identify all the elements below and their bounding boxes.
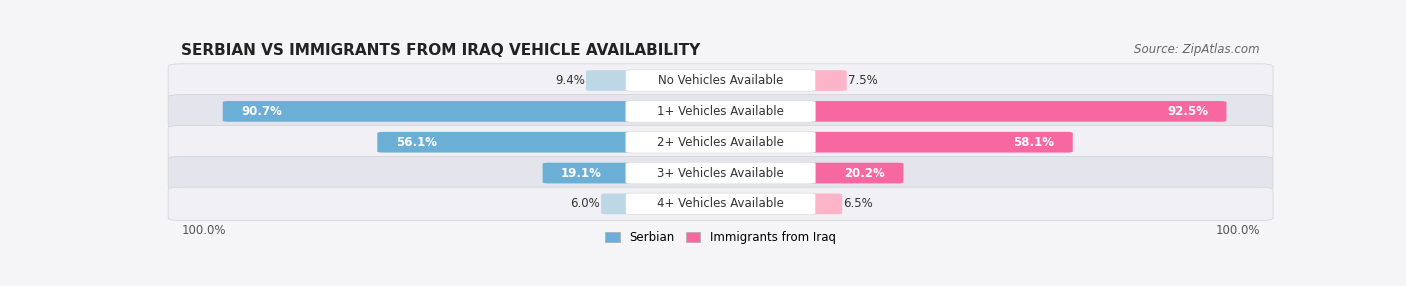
Text: 6.0%: 6.0% [571,197,600,210]
FancyBboxPatch shape [803,132,1073,152]
Text: 3+ Vehicles Available: 3+ Vehicles Available [657,166,785,180]
FancyBboxPatch shape [169,187,1272,221]
Text: 1+ Vehicles Available: 1+ Vehicles Available [657,105,785,118]
Text: 7.5%: 7.5% [848,74,877,87]
Text: Source: ZipAtlas.com: Source: ZipAtlas.com [1135,43,1260,56]
FancyBboxPatch shape [543,163,638,183]
FancyBboxPatch shape [169,156,1272,190]
FancyBboxPatch shape [586,70,638,91]
FancyBboxPatch shape [626,193,815,215]
FancyBboxPatch shape [803,70,846,91]
FancyBboxPatch shape [803,163,904,183]
FancyBboxPatch shape [169,64,1272,97]
Text: 58.1%: 58.1% [1014,136,1054,149]
FancyBboxPatch shape [222,101,638,122]
Text: 4+ Vehicles Available: 4+ Vehicles Available [657,197,785,210]
FancyBboxPatch shape [626,70,815,91]
Text: 6.5%: 6.5% [844,197,873,210]
FancyBboxPatch shape [626,132,815,153]
FancyBboxPatch shape [169,95,1272,128]
FancyBboxPatch shape [169,126,1272,159]
Text: 9.4%: 9.4% [555,74,585,87]
Text: 20.2%: 20.2% [844,166,884,180]
FancyBboxPatch shape [803,194,842,214]
Text: 56.1%: 56.1% [396,136,437,149]
Text: 19.1%: 19.1% [561,166,602,180]
Text: 100.0%: 100.0% [181,224,226,237]
FancyBboxPatch shape [377,132,638,152]
Text: 2+ Vehicles Available: 2+ Vehicles Available [657,136,785,149]
Text: No Vehicles Available: No Vehicles Available [658,74,783,87]
FancyBboxPatch shape [626,162,815,184]
FancyBboxPatch shape [626,101,815,122]
Legend: Serbian, Immigrants from Iraq: Serbian, Immigrants from Iraq [600,226,841,249]
Text: 100.0%: 100.0% [1215,224,1260,237]
Text: 92.5%: 92.5% [1167,105,1208,118]
FancyBboxPatch shape [602,194,638,214]
Text: 90.7%: 90.7% [242,105,283,118]
Text: SERBIAN VS IMMIGRANTS FROM IRAQ VEHICLE AVAILABILITY: SERBIAN VS IMMIGRANTS FROM IRAQ VEHICLE … [181,43,700,58]
FancyBboxPatch shape [803,101,1226,122]
